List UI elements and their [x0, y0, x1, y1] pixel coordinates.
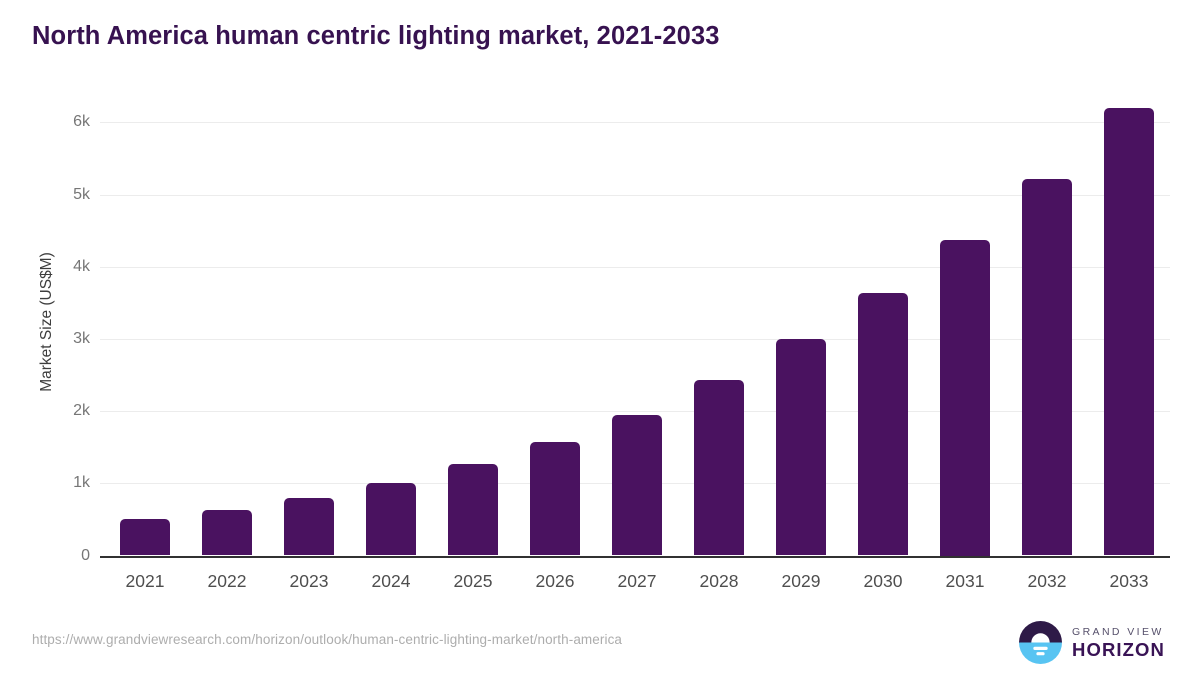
chart-title: North America human centric lighting mar…: [32, 22, 720, 50]
logo-brand-top: GRAND VIEW: [1072, 626, 1164, 638]
gridline-4k: [100, 266, 1170, 268]
x-tick-label-2032: 2032: [1027, 571, 1067, 591]
bar-2028[interactable]: [694, 380, 744, 556]
logo-wordmark: GRAND VIEW HORIZON: [1072, 625, 1165, 660]
bar-2033[interactable]: [1104, 107, 1154, 556]
y-tick-label-4k: 4k: [73, 257, 90, 275]
horizon-sun-icon: [1019, 621, 1062, 664]
grandview-horizon-logo[interactable]: GRAND VIEW HORIZON: [1019, 621, 1165, 664]
y-tick-label-6k: 6k: [73, 113, 90, 131]
x-tick-label-2033: 2033: [1109, 571, 1149, 591]
x-tick-label-2030: 2030: [863, 571, 903, 591]
bar-2025[interactable]: [448, 464, 498, 556]
y-tick-label-1k: 1k: [73, 474, 90, 492]
source-url[interactable]: https://www.grandviewresearch.com/horizo…: [32, 632, 623, 647]
bar-2030[interactable]: [858, 293, 908, 556]
logo-brand-bottom: HORIZON: [1072, 639, 1166, 660]
x-tick-label-2024: 2024: [371, 571, 411, 591]
bar-2022[interactable]: [202, 510, 252, 556]
bar-2023[interactable]: [284, 498, 334, 556]
x-axis-line: [100, 555, 1170, 558]
bar-2031[interactable]: [940, 239, 990, 556]
gridline-2k: [100, 411, 1170, 413]
bar-2027[interactable]: [612, 414, 662, 556]
gridline-5k: [100, 194, 1170, 196]
gridline-6k: [100, 122, 1170, 124]
y-tick-label-0: 0: [81, 546, 90, 564]
y-tick-label-3k: 3k: [73, 329, 90, 347]
x-tick-label-2026: 2026: [535, 571, 575, 591]
x-tick-label-2022: 2022: [207, 571, 247, 591]
bar-2021[interactable]: [120, 519, 170, 556]
bar-2032[interactable]: [1022, 178, 1072, 556]
x-tick-label-2029: 2029: [781, 571, 821, 591]
bar-2026[interactable]: [530, 442, 580, 556]
x-tick-label-2031: 2031: [945, 571, 985, 591]
bar-2024[interactable]: [366, 483, 416, 556]
y-tick-label-5k: 5k: [73, 185, 90, 203]
x-tick-label-2021: 2021: [125, 571, 165, 591]
x-tick-label-2028: 2028: [699, 571, 739, 591]
bar-2029[interactable]: [776, 338, 826, 556]
gridline-3k: [100, 338, 1170, 340]
x-tick-label-2027: 2027: [617, 571, 657, 591]
y-tick-label-2k: 2k: [73, 402, 90, 420]
x-tick-label-2023: 2023: [289, 571, 329, 591]
x-tick-label-2025: 2025: [453, 571, 493, 591]
